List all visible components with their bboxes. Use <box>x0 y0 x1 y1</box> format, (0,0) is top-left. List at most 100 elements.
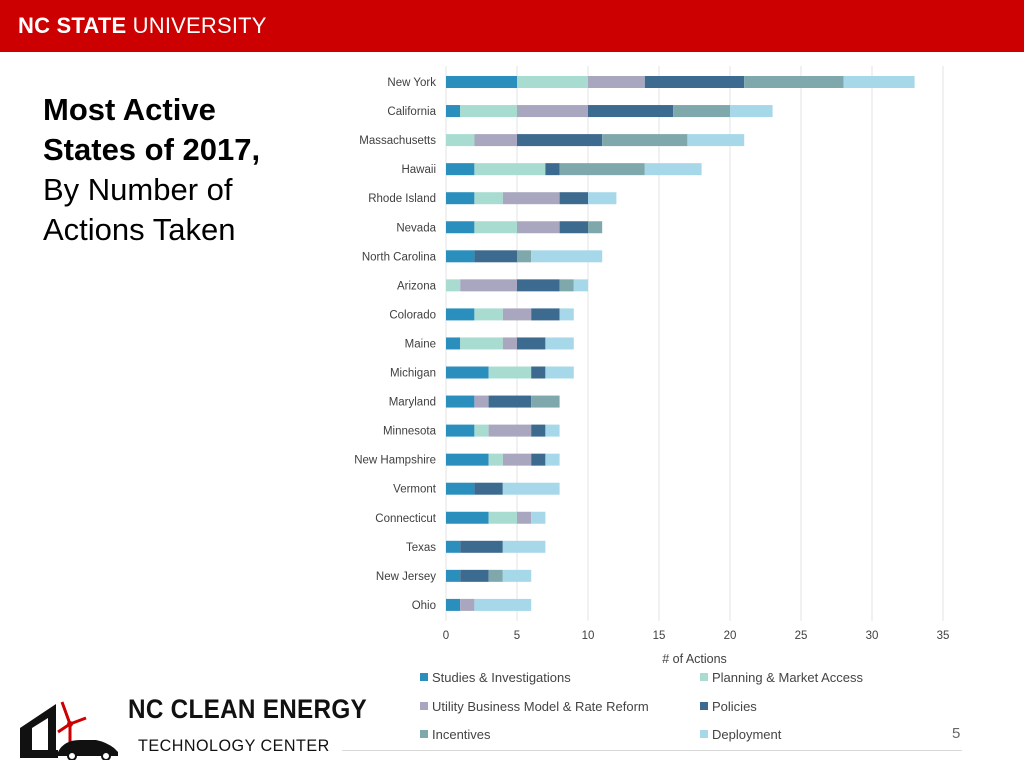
category-label: Rhode Island <box>368 193 436 205</box>
category-label: Michigan <box>390 368 436 380</box>
bar-segment <box>531 395 560 408</box>
category-label: North Carolina <box>362 251 437 263</box>
x-tick-label: 10 <box>582 630 595 642</box>
bar-segment <box>488 424 532 437</box>
category-label: Ohio <box>412 600 436 612</box>
category-label: Massachusetts <box>359 135 436 147</box>
bar-segment <box>517 221 560 234</box>
bar-segment <box>545 163 560 176</box>
legend-item: Planning & Market Access <box>700 670 863 685</box>
legend-label: Utility Business Model & Rate Reform <box>432 698 649 714</box>
category-label: Colorado <box>389 309 436 321</box>
chart-legend: Studies & Investigations Planning & Marke… <box>420 670 940 750</box>
bar-segment <box>474 395 489 408</box>
bar-segment <box>488 569 503 582</box>
category-label: Vermont <box>393 484 437 496</box>
x-tick-label: 0 <box>443 630 449 642</box>
nc-clean-energy-logo: NC CLEAN ENERGY TECHNOLOGY CENTER <box>18 688 367 761</box>
bar-segment <box>488 366 532 379</box>
bar-segment <box>446 598 461 611</box>
legend-swatch <box>420 701 428 710</box>
bar-segment <box>517 76 588 88</box>
bar-segment <box>446 192 475 205</box>
brand-bold: NC STATE <box>18 13 127 38</box>
bar-segment <box>744 76 844 88</box>
category-label: Hawaii <box>401 164 436 176</box>
bar-segment <box>517 337 546 350</box>
x-tick-label: 25 <box>795 630 808 642</box>
brand-light: UNIVERSITY <box>126 13 267 38</box>
logo-subtitle: TECHNOLOGY CENTER <box>138 736 330 755</box>
bar-segment <box>545 366 574 379</box>
logo-title: NC CLEAN ENERGY <box>128 694 367 724</box>
x-tick-label: 20 <box>724 630 737 642</box>
category-label: Minnesota <box>383 426 437 438</box>
legend-label: Deployment <box>712 727 782 742</box>
legend-swatch <box>420 730 428 738</box>
x-tick-label: 5 <box>514 630 520 642</box>
bar-segment <box>446 308 475 321</box>
bar-segment <box>460 598 475 611</box>
bar-segment <box>517 511 532 524</box>
bar-segment <box>545 453 560 466</box>
bar-segment <box>559 308 574 321</box>
title-line-3: By Number of <box>43 172 233 207</box>
legend-label: Planning & Market Access <box>712 670 864 685</box>
bar-segment <box>474 221 517 234</box>
legend-swatch <box>420 673 428 681</box>
bar-segment <box>474 134 517 147</box>
x-axis-title: # of Actions <box>662 652 727 665</box>
bar-segment <box>446 337 461 350</box>
bar-segment <box>502 540 546 553</box>
legend-swatch <box>700 701 708 710</box>
bar-segment <box>502 482 560 495</box>
bar-segment <box>446 424 475 437</box>
bar-segment <box>474 424 489 437</box>
bar-segment <box>843 76 915 88</box>
bar-segment <box>531 453 546 466</box>
legend-item: Incentives <box>420 727 491 742</box>
x-tick-label: 30 <box>866 630 879 642</box>
logo-mark-icon <box>20 701 118 761</box>
legend-label: Studies & Investigations <box>432 670 571 685</box>
legend-item: Deployment <box>700 727 781 742</box>
bar-segment <box>460 279 517 292</box>
bar-segment <box>502 337 517 350</box>
bar-segment <box>446 250 475 263</box>
bar-segment <box>588 76 645 88</box>
bar-segment <box>460 569 489 582</box>
category-label: Arizona <box>397 280 437 292</box>
bar-segment <box>446 540 461 553</box>
category-label: California <box>387 106 436 118</box>
bar-segment <box>531 511 546 524</box>
legend-swatch <box>700 730 708 738</box>
bar-segment <box>531 424 546 437</box>
university-brand[interactable]: NC STATE UNIVERSITY <box>18 13 267 39</box>
bar-segment <box>474 192 503 205</box>
bar-segment <box>517 250 532 263</box>
bar-segment <box>545 424 560 437</box>
title-line-2: States of 2017, <box>43 132 261 167</box>
legend-item: Studies & Investigations <box>420 670 571 685</box>
bar-segment <box>474 163 546 176</box>
bar-segment <box>687 134 745 147</box>
bar-segment <box>559 192 588 205</box>
title-line-4: Actions Taken <box>43 212 236 247</box>
bar-segment <box>446 163 475 176</box>
bar-segment <box>517 105 588 118</box>
legend-swatch <box>700 673 708 681</box>
category-label: New York <box>387 77 436 89</box>
bar-segment <box>502 308 532 321</box>
bar-segment <box>446 279 461 292</box>
legend-item: Utility Business Model & Rate Reform <box>420 699 649 714</box>
category-label: Connecticut <box>375 513 437 525</box>
bar-segment <box>559 163 645 176</box>
bar-segment <box>730 105 773 118</box>
bar-segment <box>502 569 532 582</box>
title-line-1: Most Active <box>43 92 216 127</box>
bar-segment <box>644 163 702 176</box>
category-label: New Hampshire <box>354 455 436 467</box>
slide-title: Most Active States of 2017, By Number of… <box>43 90 323 250</box>
bar-segment <box>460 337 503 350</box>
bar-segment <box>446 482 475 495</box>
